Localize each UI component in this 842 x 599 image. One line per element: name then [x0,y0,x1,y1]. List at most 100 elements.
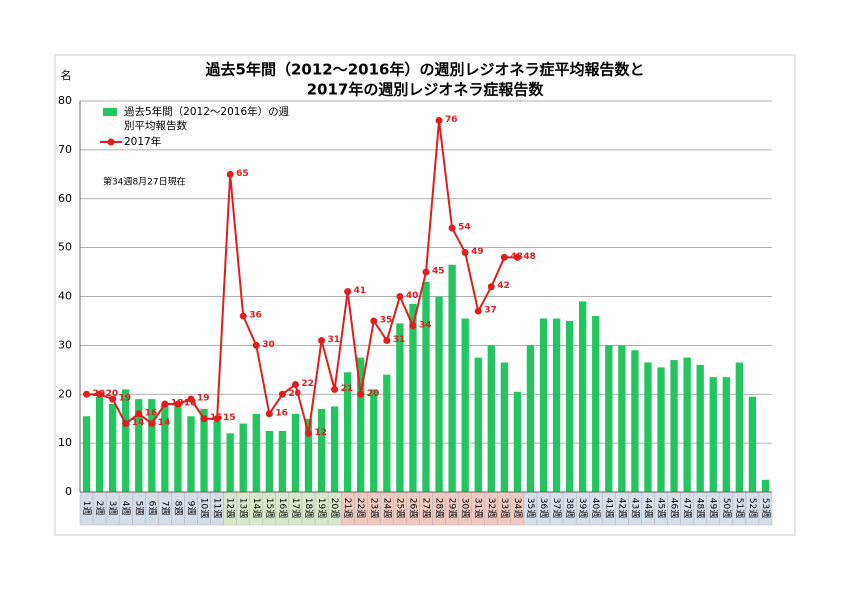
bar [108,404,117,492]
bar [592,316,600,492]
legend-text: 過去5年間（2012～2016年）の週別平均報告数 [124,106,290,132]
point [122,420,130,428]
x-tick-label: 7週 [159,501,170,516]
x-tick-label: 17週 [290,498,301,518]
data-label: 14 [132,418,145,428]
x-tick-label: 35週 [525,498,536,518]
data-label: 41 [354,286,367,296]
data-label: 35 [380,315,393,325]
point [213,415,221,423]
x-tick-label: 18週 [303,498,314,518]
bar [500,362,508,492]
bar [95,396,104,492]
x-tick-label: 31週 [473,498,484,518]
chart-title: 過去5年間（2012～2016年）の週別レジオネラ症平均報告数と [205,61,645,79]
bar [239,423,247,492]
y-axis-label: 名 [61,68,72,82]
point [148,420,156,428]
x-tick-label: 49週 [708,498,719,518]
data-label: 22 [301,379,314,389]
point [96,390,104,398]
bar [461,318,469,492]
data-label: 40 [406,291,419,301]
legend-text: 2017年 [124,136,162,148]
x-tick-label: 45週 [656,498,667,518]
data-label: 31 [328,335,341,345]
data-label: 12 [314,428,327,438]
x-tick-label: 23週 [368,498,379,518]
bar [735,362,744,492]
bar [565,320,574,492]
x-tick-label: 53週 [760,498,771,518]
x-tick-label: 30週 [460,498,471,518]
y-tick-label: 70 [58,143,72,156]
y-tick-label: 60 [58,192,72,205]
x-tick-label: 39週 [577,498,588,518]
point [291,380,299,388]
y-tick-label: 80 [58,94,72,107]
x-tick-label: 47週 [682,498,693,518]
x-tick-label: 22週 [355,498,366,518]
y-tick-label: 20 [58,387,72,400]
x-tick-label: 24週 [381,498,392,518]
bar [579,301,587,492]
bar [761,479,770,492]
x-tick-label: 14週 [251,498,262,518]
x-tick-label: 10週 [199,498,210,518]
x-tick-label: 1週 [81,501,92,516]
bar [82,416,91,492]
data-label: 48 [523,252,536,262]
bar [278,430,287,492]
x-tick-label: 42週 [616,498,627,518]
point [135,410,143,418]
data-label: 36 [249,311,262,321]
point [187,395,195,403]
bar [409,303,417,492]
x-tick-label: 38週 [564,498,575,518]
point [448,224,456,232]
x-tick-label: 40週 [590,498,601,518]
point [265,410,273,418]
point [304,429,312,437]
point [109,395,117,403]
bar [396,323,404,492]
bar [135,399,143,492]
data-label: 14 [158,418,171,428]
point [344,288,352,296]
point [174,400,182,408]
x-tick-label: 19週 [316,498,327,518]
data-label: 31 [393,335,406,345]
data-label: 21 [341,384,354,394]
x-tick-label: 2週 [94,501,105,516]
bar [330,406,339,492]
point [474,307,482,315]
bar [357,357,365,492]
bar [552,318,561,492]
point [331,385,339,393]
x-tick-label: 36週 [538,498,549,518]
x-tick-label: 34週 [512,498,523,518]
bar [539,318,548,492]
data-label: 65 [236,169,249,179]
data-label: 37 [484,306,497,316]
data-label: 34 [419,320,432,330]
bar [148,399,156,492]
bar [644,362,652,492]
bar [213,421,221,492]
legend-swatch [107,138,115,146]
x-tick-label: 46週 [669,498,680,518]
x-tick-label: 43週 [629,498,640,518]
x-tick-label: 27週 [421,498,432,518]
y-tick-label: 30 [58,338,72,351]
bar [448,264,456,492]
bar [226,433,234,492]
data-label: 19 [119,394,132,404]
line [86,120,518,434]
bar [304,418,313,492]
chart-frame [54,54,796,536]
point [370,317,378,325]
x-tick-label: 5週 [133,501,144,516]
point [252,341,260,349]
data-label: 20 [288,389,301,399]
x-tick-label: 37週 [551,498,562,518]
